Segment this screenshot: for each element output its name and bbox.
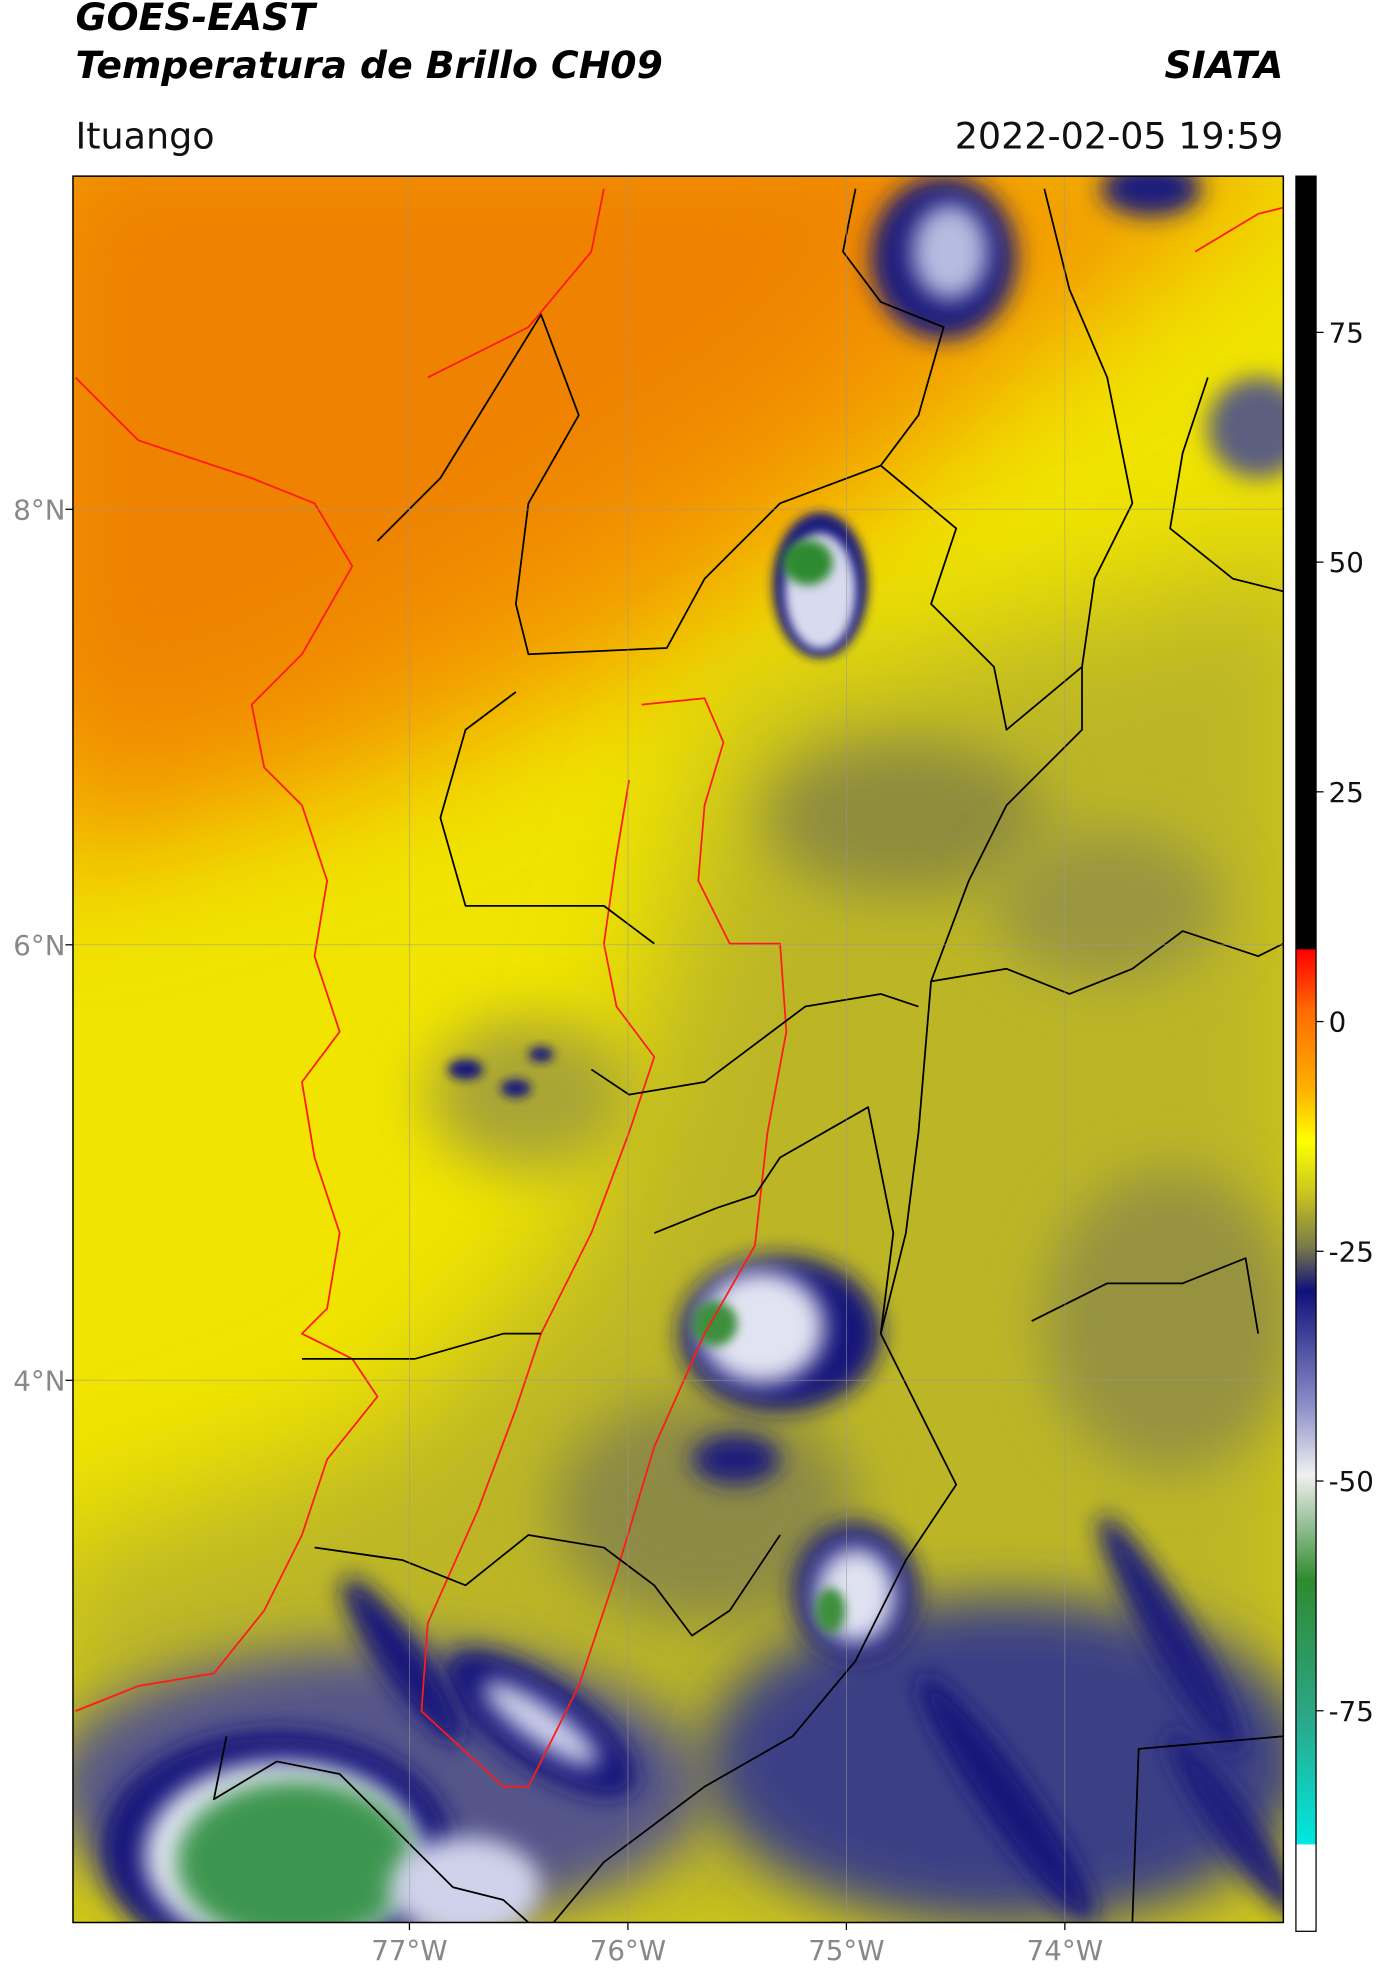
x-tick-label: 76°W (590, 1934, 666, 1967)
x-tick-label: 77°W (371, 1934, 447, 1967)
source-label: SIATA (1165, 43, 1284, 87)
satellite-name: GOES-EAST (75, 0, 318, 39)
colorbar-tick-label: -25 (1329, 1235, 1374, 1268)
x-tick-label: 74°W (1027, 1934, 1103, 1967)
map-frame (72, 175, 1285, 1924)
colorbar-tick-label: -50 (1329, 1465, 1374, 1498)
satellite-imagery (72, 176, 1284, 1923)
graticule (72, 176, 1284, 1923)
y-tick-label: 8°N (13, 493, 65, 526)
colorbar-tick-label: 75 (1329, 316, 1364, 349)
y-tick-label: 4°N (13, 1364, 65, 1397)
product-title: Temperatura de Brillo CH09 (75, 43, 662, 87)
colorbar-tick-label: 50 (1329, 546, 1364, 579)
y-tick-label: 6°N (13, 929, 65, 962)
location-label: Ituango (75, 114, 214, 157)
colorbar-tick-label: -75 (1329, 1695, 1374, 1728)
colorbar-tick-label: 0 (1329, 1006, 1347, 1039)
colorbar-tick-label: 25 (1329, 776, 1364, 809)
timestamp-label: 2022-02-05 19:59 (955, 114, 1284, 157)
x-tick-label: 75°W (808, 1934, 884, 1967)
colorbar (1295, 175, 1317, 1932)
